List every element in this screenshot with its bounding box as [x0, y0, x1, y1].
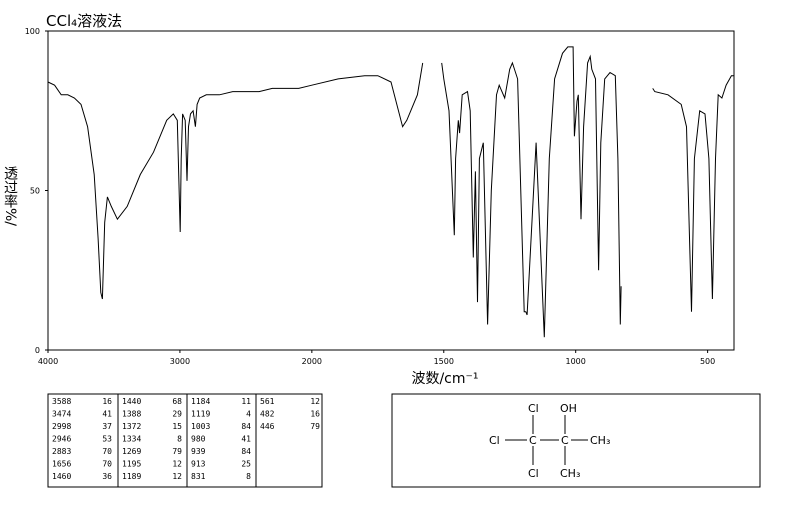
- peak-transmittance: 41: [241, 435, 251, 444]
- atom: CH₃: [590, 434, 610, 447]
- atom: C: [529, 434, 537, 447]
- peak-transmittance: 25: [241, 460, 251, 469]
- peak-wavenumber: 2883: [52, 447, 71, 456]
- peak-wavenumber: 939: [191, 447, 206, 456]
- peak-transmittance: 79: [172, 447, 182, 456]
- y-tick-label: 50: [30, 187, 40, 196]
- peak-wavenumber: 1195: [122, 460, 141, 469]
- peak-transmittance: 11: [241, 397, 251, 406]
- y-tick-label: 100: [25, 27, 40, 36]
- peak-transmittance: 84: [241, 447, 251, 456]
- x-tick-label: 2000: [302, 357, 322, 366]
- peak-wavenumber: 1189: [122, 472, 141, 481]
- peak-wavenumber: 1388: [122, 410, 141, 419]
- peak-wavenumber: 1119: [191, 410, 210, 419]
- spectrum-line: [47, 46, 734, 338]
- structure-frame: [391, 393, 761, 488]
- peak-wavenumber: 1269: [122, 447, 141, 456]
- x-tick-label: 3000: [170, 357, 190, 366]
- peak-transmittance: 29: [172, 410, 182, 419]
- peak-transmittance: 79: [310, 422, 320, 431]
- peak-wavenumber: 831: [191, 472, 206, 481]
- peak-transmittance: 15: [172, 422, 182, 431]
- peak-wavenumber: 482: [260, 410, 275, 419]
- peak-wavenumber: 1656: [52, 460, 71, 469]
- peak-wavenumber: 913: [191, 460, 206, 469]
- peak-transmittance: 16: [102, 397, 112, 406]
- peak-wavenumber: 1372: [122, 422, 141, 431]
- peak-wavenumber: 561: [260, 397, 275, 406]
- peak-transmittance: 70: [102, 460, 112, 469]
- peak-transmittance: 12: [172, 460, 182, 469]
- peak-wavenumber: 3474: [52, 410, 71, 419]
- x-tick-label: 500: [700, 357, 715, 366]
- y-axis-label: 透过率%/: [2, 166, 18, 226]
- peak-transmittance: 16: [310, 410, 320, 419]
- peak-wavenumber: 2998: [52, 422, 71, 431]
- atom: C: [561, 434, 569, 447]
- x-tick-label: 4000: [38, 357, 58, 366]
- peak-transmittance: 8: [246, 472, 251, 481]
- x-axis-label: 波数/cm⁻¹: [411, 371, 478, 387]
- peak-table: 3588 16 3474 41 2998 37 2946 53 2883 70 1656 70 1460…: [47, 393, 323, 488]
- peak-transmittance: 8: [177, 435, 182, 444]
- atom: Cl: [528, 402, 539, 415]
- peak-transmittance: 36: [102, 472, 112, 481]
- peak-wavenumber: 3588: [52, 397, 71, 406]
- peak-transmittance: 37: [102, 422, 112, 431]
- y-tick-label: 0: [35, 346, 40, 355]
- peak-transmittance: 4: [246, 410, 251, 419]
- peak-wavenumber: 1003: [191, 422, 210, 431]
- table-frame: [47, 393, 323, 488]
- atom: CH₃: [560, 467, 580, 480]
- peak-wavenumber: 1334: [122, 435, 141, 444]
- peak-transmittance: 53: [102, 435, 112, 444]
- atom: Cl: [528, 467, 539, 480]
- atom: OH: [560, 402, 577, 415]
- peak-wavenumber: 1460: [52, 472, 71, 481]
- peak-transmittance: 41: [102, 410, 112, 419]
- peak-transmittance: 68: [172, 397, 182, 406]
- peak-wavenumber: 446: [260, 422, 275, 431]
- chart-title: CCl₄溶液法: [46, 12, 122, 30]
- peak-transmittance: 84: [241, 422, 251, 431]
- peak-transmittance: 12: [172, 472, 182, 481]
- peak-transmittance: 70: [102, 447, 112, 456]
- x-tick-label: 1500: [434, 357, 454, 366]
- x-tick-label: 1000: [566, 357, 586, 366]
- peak-wavenumber: 1440: [122, 397, 141, 406]
- peak-wavenumber: 1184: [191, 397, 210, 406]
- peak-transmittance: 12: [310, 397, 320, 406]
- structure: Cl OH Cl C C CH₃ Cl CH₃: [391, 393, 761, 488]
- atom: Cl: [489, 434, 500, 447]
- peak-wavenumber: 2946: [52, 435, 71, 444]
- peak-wavenumber: 980: [191, 435, 206, 444]
